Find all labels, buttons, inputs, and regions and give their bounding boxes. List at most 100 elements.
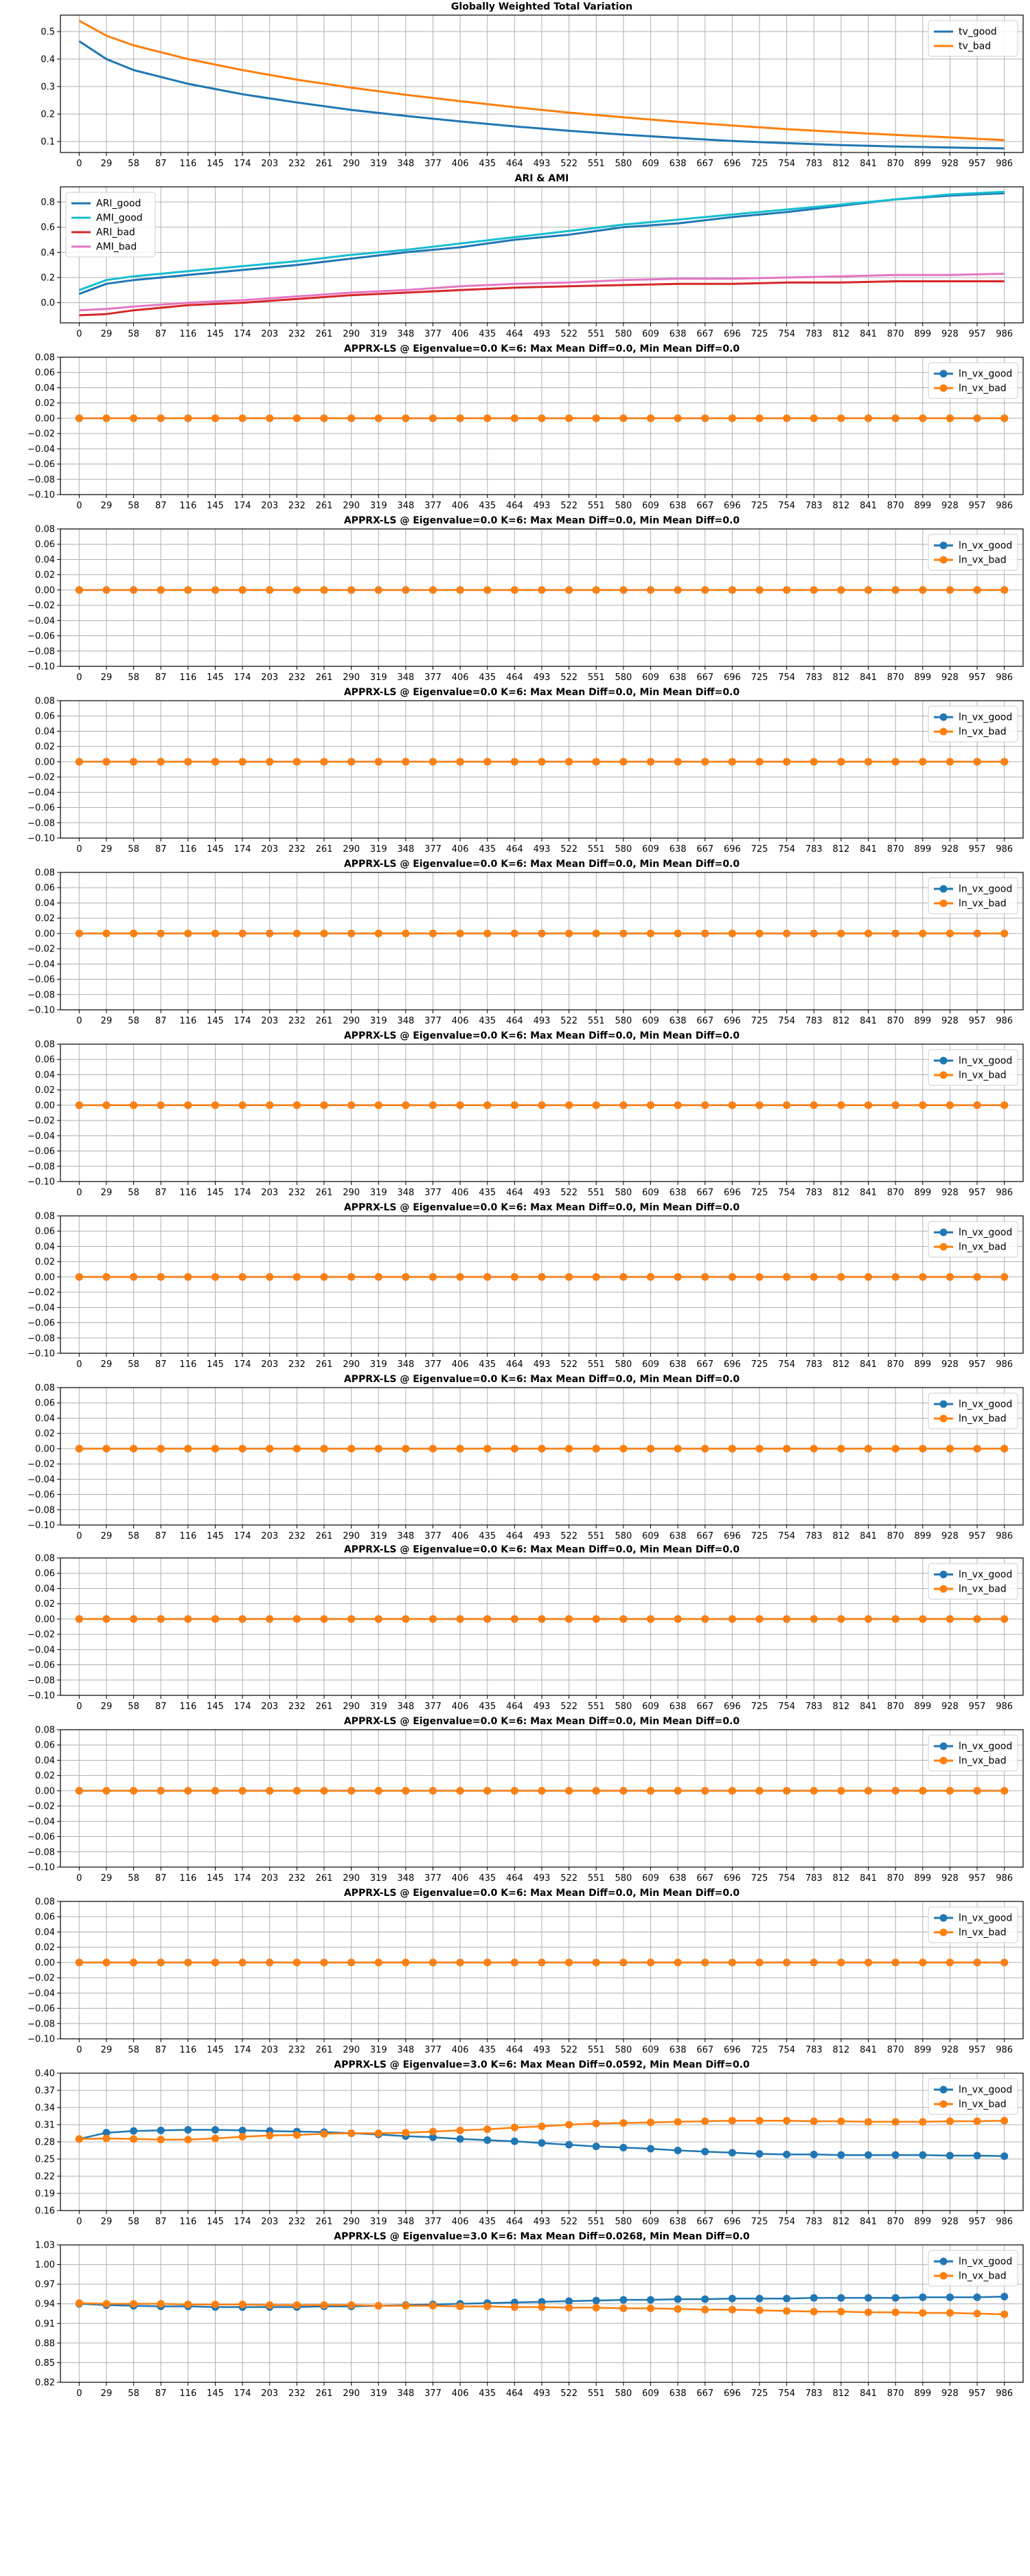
data-point-ln_vx_bad <box>674 1273 682 1281</box>
data-point-ln_vx_bad <box>619 2119 628 2127</box>
x-tick-label: 841 <box>860 1531 877 1541</box>
data-point-ln_vx_bad <box>211 2301 219 2309</box>
x-tick-label: 870 <box>887 2045 904 2055</box>
legend-label: ln_vx_bad <box>959 1928 1007 1939</box>
data-point-ln_vx_bad <box>75 1101 83 1109</box>
data-point-ln_vx_bad <box>565 1615 573 1623</box>
data-point-ln_vx_bad <box>810 1615 818 1623</box>
x-tick-label: 725 <box>751 1188 768 1198</box>
legend: ln_vx_good ln_vx_bad <box>928 1221 1018 1258</box>
data-point-ln_vx_good <box>647 2296 655 2304</box>
x-tick-label: 522 <box>560 1702 577 1712</box>
x-tick-label: 551 <box>588 673 605 683</box>
data-point-ln_vx_bad <box>755 2116 764 2125</box>
data-point-ln_vx_bad <box>755 1787 764 1795</box>
data-point-ln_vx_bad <box>320 1273 328 1281</box>
x-tick-label: 986 <box>996 844 1013 855</box>
y-tick-label: 0.02 <box>35 1599 55 1609</box>
x-tick-label: 754 <box>778 501 795 511</box>
legend-label: ln_vx_good <box>959 1913 1012 1924</box>
legend-box <box>928 877 1018 914</box>
data-point-ln_vx_bad <box>483 586 492 594</box>
data-point-ln_vx_bad <box>266 1101 274 1109</box>
data-point-ln_vx_bad <box>75 1958 83 1967</box>
data-point-ln_vx_bad <box>755 1958 764 1967</box>
data-point-ln_vx_bad <box>565 1273 573 1281</box>
x-tick-label: 580 <box>615 2045 632 2055</box>
x-tick-label: 725 <box>751 2045 768 2055</box>
x-tick-label: 841 <box>860 1188 877 1198</box>
data-point-ln_vx_bad <box>1000 758 1009 766</box>
data-point-ln_vx_bad <box>619 1101 628 1109</box>
data-point-ln_vx_bad <box>946 758 954 766</box>
data-point-ln_vx_bad <box>456 2126 464 2134</box>
x-tick-label: 203 <box>261 329 278 339</box>
data-point-ln_vx_bad <box>320 2129 328 2138</box>
data-point-ln_vx_bad <box>647 586 655 594</box>
x-tick-label: 348 <box>397 1531 414 1541</box>
data-point-ln_vx_bad <box>701 758 709 766</box>
x-tick-label: 841 <box>860 2045 877 2055</box>
x-tick-label: 783 <box>805 1359 823 1370</box>
data-point-ln_vx_bad <box>755 1445 764 1453</box>
x-tick-label: 87 <box>155 1873 167 1884</box>
y-tick-label: 0.1 <box>41 137 55 148</box>
data-point-ln_vx_bad <box>266 1273 274 1281</box>
chart-title: APPRX-LS @ Eigenvalue=0.0 K=6: Max Mean … <box>344 687 740 698</box>
x-tick-label: 319 <box>370 2045 387 2055</box>
data-point-ln_vx_bad <box>293 1958 301 1967</box>
y-tick-label: 0.06 <box>35 540 55 550</box>
x-tick-label: 261 <box>316 1873 333 1884</box>
data-point-ln_vx_bad <box>75 2299 83 2307</box>
legend-label: ln_vx_bad <box>959 899 1007 909</box>
data-point-ln_vx_bad <box>891 1958 900 1967</box>
data-point-ln_vx_bad <box>619 929 628 938</box>
x-tick-label: 29 <box>101 159 113 169</box>
data-point-ln_vx_bad <box>755 929 764 938</box>
data-point-ln_vx_bad <box>293 1787 301 1795</box>
x-tick-label: 754 <box>778 329 795 339</box>
x-tick-label: 841 <box>860 2388 877 2399</box>
x-tick-label: 667 <box>696 159 713 169</box>
legend-marker <box>939 1057 948 1065</box>
chart-panel-7: APPRX-LS @ Eigenvalue=0.0 K=6: Max Mean … <box>27 1202 1024 1370</box>
x-tick-label: 522 <box>560 501 577 511</box>
legend-label: ln_vx_good <box>959 1399 1012 1410</box>
y-tick-label: 0.04 <box>35 727 55 737</box>
data-point-ln_vx_bad <box>592 1787 600 1795</box>
data-point-ln_vx_bad <box>130 758 138 766</box>
y-tick-label: 0.37 <box>35 2086 55 2097</box>
x-tick-label: 203 <box>261 1702 278 1712</box>
x-tick-label: 319 <box>370 329 387 339</box>
data-point-ln_vx_bad <box>347 1445 356 1453</box>
data-point-ln_vx_bad <box>619 2304 628 2312</box>
data-point-ln_vx_bad <box>810 414 818 422</box>
x-tick-label: 261 <box>316 501 333 511</box>
x-tick-label: 609 <box>642 844 659 855</box>
x-tick-label: 116 <box>179 1016 196 1026</box>
y-tick-label: 0.25 <box>35 2155 55 2165</box>
data-point-ln_vx_bad <box>130 1101 138 1109</box>
data-point-ln_vx_bad <box>865 2118 873 2126</box>
x-tick-label: 812 <box>832 1188 849 1198</box>
chart-title: APPRX-LS @ Eigenvalue=0.0 K=6: Max Mean … <box>344 343 740 354</box>
data-point-ln_vx_good <box>428 2133 437 2141</box>
data-point-ln_vx_bad <box>701 1445 709 1453</box>
x-tick-label: 261 <box>316 2388 333 2399</box>
data-point-ln_vx_bad <box>946 2117 954 2125</box>
x-tick-label: 609 <box>642 1873 659 1884</box>
data-point-ln_vx_bad <box>647 1615 655 1623</box>
x-tick-label: 696 <box>724 1188 741 1198</box>
x-tick-label: 377 <box>424 1359 442 1370</box>
data-point-ln_vx_good <box>701 2295 709 2303</box>
data-point-ln_vx_bad <box>674 586 682 594</box>
x-tick-label: 522 <box>560 2388 577 2399</box>
x-tick-label: 435 <box>479 1702 496 1712</box>
x-tick-label: 754 <box>778 673 795 683</box>
data-point-ln_vx_bad <box>755 414 764 422</box>
legend-label: ARI_good <box>96 199 141 210</box>
data-point-ln_vx_bad <box>919 2309 927 2317</box>
x-tick-label: 870 <box>887 1016 904 1026</box>
x-tick-label: 145 <box>207 501 224 511</box>
data-point-ln_vx_good <box>837 2151 845 2159</box>
